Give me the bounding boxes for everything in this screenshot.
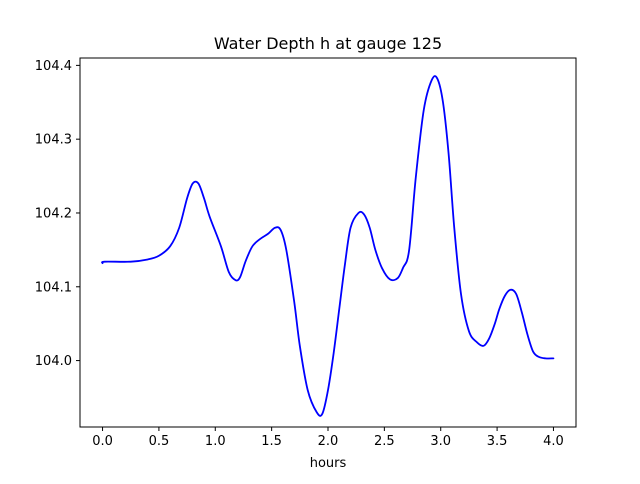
- x-tick-label: 0.0: [92, 434, 113, 449]
- series-line-0: [101, 75, 555, 417]
- plot-area: [79, 57, 577, 428]
- x-tick-label: 2.5: [374, 434, 395, 449]
- x-tick-label: 2.0: [318, 434, 339, 449]
- x-tick-label: 4.0: [543, 434, 564, 449]
- x-axis-label: hours: [310, 456, 347, 471]
- x-axis: 0.0 0.5 1.0 1.5 2.0 2.5 3.0 3.5 4.0: [92, 427, 564, 449]
- series-layer: [101, 75, 555, 417]
- y-tick-label: 104.2: [35, 206, 72, 221]
- x-tick-label: 1.5: [261, 434, 282, 449]
- x-tick-label: 0.5: [149, 434, 170, 449]
- x-tick-label: 1.0: [205, 434, 226, 449]
- y-tick-label: 104.1: [35, 280, 72, 295]
- x-tick-label: 3.5: [487, 434, 508, 449]
- y-axis: 104.0 104.1 104.2 104.3 104.4: [35, 59, 80, 369]
- y-tick-label: 104.0: [35, 354, 72, 369]
- x-tick-label: 3.0: [430, 434, 451, 449]
- y-tick-label: 104.4: [35, 59, 72, 74]
- plot-frame: [79, 57, 577, 428]
- chart-title: Water Depth h at gauge 125: [214, 34, 442, 53]
- y-tick-label: 104.3: [35, 133, 72, 148]
